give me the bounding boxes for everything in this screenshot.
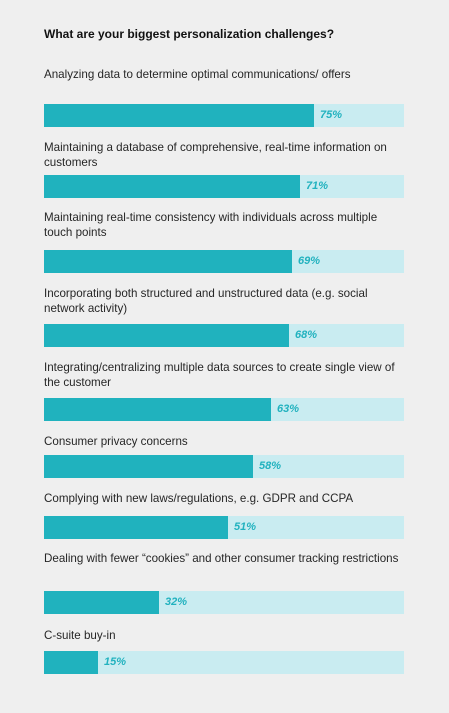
bar <box>44 591 159 614</box>
value-label: 68% <box>295 329 318 341</box>
bar <box>44 455 253 478</box>
bar <box>44 398 271 421</box>
value-label: 51% <box>234 521 257 533</box>
category-label: Maintaining real-time consistency with i… <box>44 211 378 239</box>
category-label: Complying with new laws/regulations, e.g… <box>44 492 354 505</box>
bar-track: 69% <box>44 250 404 273</box>
value-label: 63% <box>277 403 300 415</box>
value-label: 75% <box>320 109 343 121</box>
bar <box>44 175 300 198</box>
category-label: C-suite buy-in <box>44 629 116 642</box>
value-label: 32% <box>165 596 188 608</box>
bar-track: 32% <box>44 591 404 614</box>
value-label: 58% <box>259 460 282 472</box>
bar-track: 68% <box>44 324 404 347</box>
bar-track: 75% <box>44 104 404 127</box>
chart-title: What are your biggest personalization ch… <box>44 27 335 41</box>
bar-track: 15% <box>44 651 404 674</box>
bar-track: 51% <box>44 516 404 539</box>
bar <box>44 104 314 127</box>
bar <box>44 651 98 674</box>
bar <box>44 250 292 273</box>
category-label: Consumer privacy concerns <box>44 435 188 448</box>
category-label: Dealing with fewer “cookies” and other c… <box>44 552 399 565</box>
value-label: 15% <box>104 656 127 668</box>
category-label: Maintaining a database of comprehensive,… <box>44 141 387 169</box>
bar-track: 58% <box>44 455 404 478</box>
category-label: Incorporating both structured and unstru… <box>44 287 368 315</box>
category-label: Integrating/centralizing multiple data s… <box>44 361 395 389</box>
category-label: Analyzing data to determine optimal comm… <box>44 68 351 81</box>
bar <box>44 324 289 347</box>
value-label: 69% <box>298 255 321 267</box>
bar-track: 63% <box>44 398 404 421</box>
bar-track: 71% <box>44 175 404 198</box>
bar <box>44 516 228 539</box>
value-label: 71% <box>306 180 329 192</box>
